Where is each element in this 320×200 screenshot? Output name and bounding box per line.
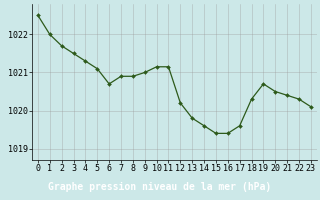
Text: Graphe pression niveau de la mer (hPa): Graphe pression niveau de la mer (hPa) [48,182,272,192]
